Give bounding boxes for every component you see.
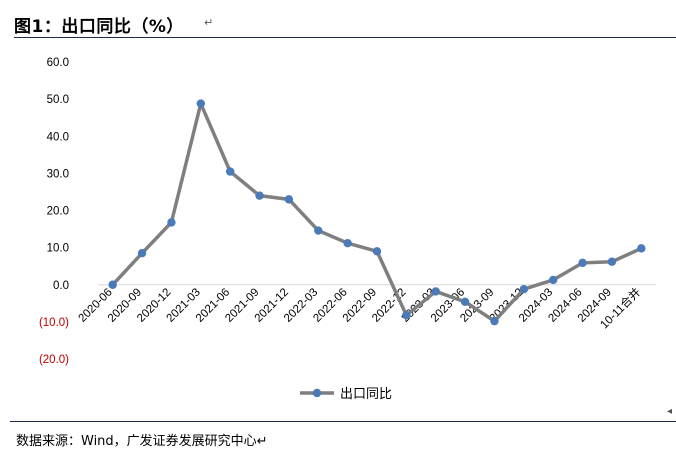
data-point [490,316,499,326]
data-point [402,310,411,320]
data-point [372,247,382,256]
data-point [167,218,176,227]
y-axis: 60.0 50.0 40.0 30.0 20.0 10.0 0.0 (10.0) (20.0) [39,57,69,366]
y-tick-label: (10.0) [39,317,69,329]
bottom-divider [10,421,676,422]
return-mark-icon: ↵ [204,16,214,29]
series-markers [108,99,646,326]
data-point [637,244,646,253]
y-tick-label: 60.0 [47,57,69,69]
y-tick-label: 20.0 [47,206,69,218]
y-tick-label: 30.0 [47,168,69,180]
data-point [519,285,529,294]
data-point [255,191,264,200]
legend: 出口同比 [300,387,392,402]
data-point [196,99,205,108]
data-point [549,275,558,285]
page-title: 图1：出口同比（%） [14,17,184,37]
legend-label: 出口同比 [340,387,392,402]
legend-marker-swatch [312,388,322,398]
data-point [108,280,117,289]
y-tick-label: (20.0) [39,354,69,366]
y-tick-label: 50.0 [47,94,69,106]
y-tick-label: 10.0 [47,243,69,255]
data-point [284,195,294,204]
y-tick-label: 0.0 [53,280,69,292]
data-point [343,238,352,248]
data-point [137,248,147,258]
data-point [460,297,470,307]
source-note: 数据来源：Wind，广发证券发展研究中心↵ [16,434,268,449]
title-bar: 图1：出口同比（%） ↵ [14,8,668,37]
y-tick-label: 40.0 [47,131,69,143]
x-axis: 2020-062020-092020-122021-032021-062021-… [76,285,643,331]
data-point [578,258,587,268]
data-point [607,257,617,266]
data-point [314,226,323,235]
line-chart: 60.050.040.030.020.010.00.0(10.0)(20.0) … [39,57,656,402]
top-divider [14,37,676,38]
data-point [431,287,440,296]
data-point [225,167,235,176]
side-arrow-icon: ◂ [666,406,672,417]
